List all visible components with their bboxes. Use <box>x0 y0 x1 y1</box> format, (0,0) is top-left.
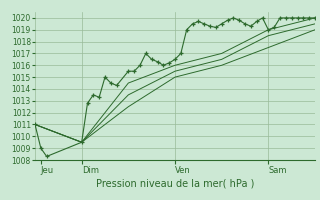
X-axis label: Pression niveau de la mer( hPa ): Pression niveau de la mer( hPa ) <box>96 179 254 189</box>
